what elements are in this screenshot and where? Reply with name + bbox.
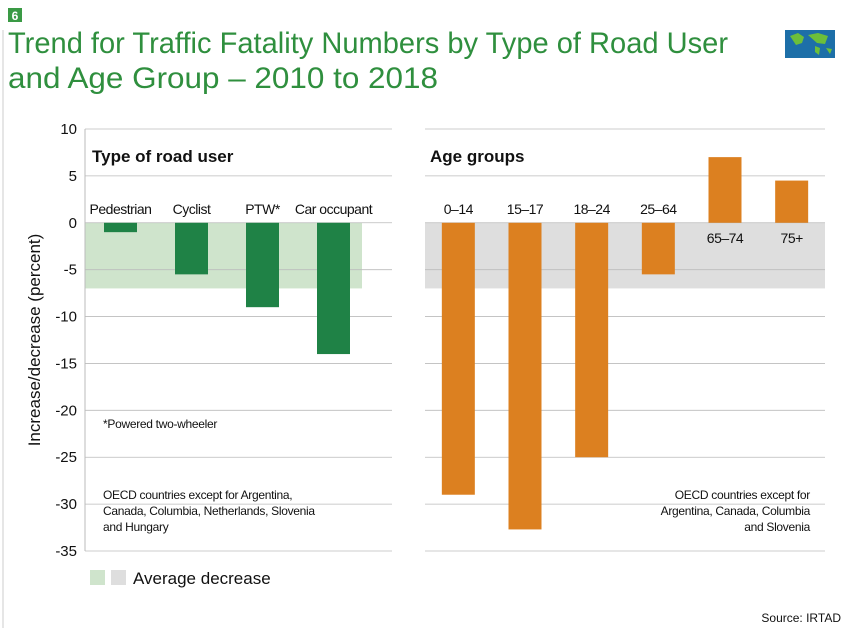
legend-swatch — [90, 570, 105, 585]
y-tick-label: -25 — [55, 449, 77, 466]
panel-subtitle: Type of road user — [92, 147, 234, 166]
legend-label: Average decrease — [133, 569, 271, 588]
x-tick-label: Cyclist — [172, 200, 211, 217]
y-tick-label: -10 — [55, 309, 77, 326]
chart-title: Trend for Traffic Fatality Numbers by Ty… — [8, 27, 728, 60]
bar — [175, 222, 208, 275]
panel-subtitle: Age groups — [430, 147, 524, 166]
average-band — [85, 222, 362, 289]
y-tick-label: 5 — [69, 168, 77, 185]
x-tick-label: Pedestrian — [89, 200, 152, 217]
y-tick-label: -30 — [55, 496, 77, 513]
x-tick-label: Car occupant — [294, 200, 373, 217]
legend-swatch — [111, 570, 126, 585]
bar — [775, 180, 809, 223]
bar — [104, 222, 137, 233]
x-tick-label: 15–17 — [506, 200, 544, 217]
bar — [508, 222, 542, 530]
badge: 6 — [12, 9, 19, 23]
chart-title: and Age Group – 2010 to 2018 — [8, 62, 438, 95]
bar — [708, 157, 742, 223]
average-band — [425, 222, 825, 289]
x-tick-label: PTW* — [245, 200, 280, 217]
y-tick-label: -35 — [55, 543, 77, 560]
y-tick-label: -5 — [64, 262, 77, 279]
source: Source: IRTAD — [761, 611, 841, 625]
y-axis-label: Increase/decrease (percent) — [25, 234, 44, 447]
x-tick-label: 75+ — [780, 229, 804, 246]
x-tick-label: 0–14 — [443, 200, 474, 217]
x-tick-label: 65–74 — [706, 229, 744, 246]
note: *Powered two-wheeler — [103, 417, 218, 431]
x-tick-label: 18–24 — [573, 200, 610, 217]
y-tick-label: 0 — [69, 215, 77, 232]
y-tick-label: -20 — [55, 402, 77, 419]
map-icon — [785, 30, 835, 58]
y-tick-label: -15 — [55, 355, 77, 372]
note: OECD countries except for Argentina, Can… — [103, 488, 315, 534]
bar — [641, 222, 675, 275]
x-tick-label: 25–64 — [640, 200, 677, 217]
bar — [246, 222, 279, 308]
bar — [575, 222, 609, 458]
y-tick-label: 10 — [60, 121, 77, 138]
note: OECD countries except for Argentina, Can… — [660, 488, 811, 534]
bar — [317, 222, 350, 355]
badge-box — [8, 8, 22, 22]
bar — [441, 222, 475, 495]
